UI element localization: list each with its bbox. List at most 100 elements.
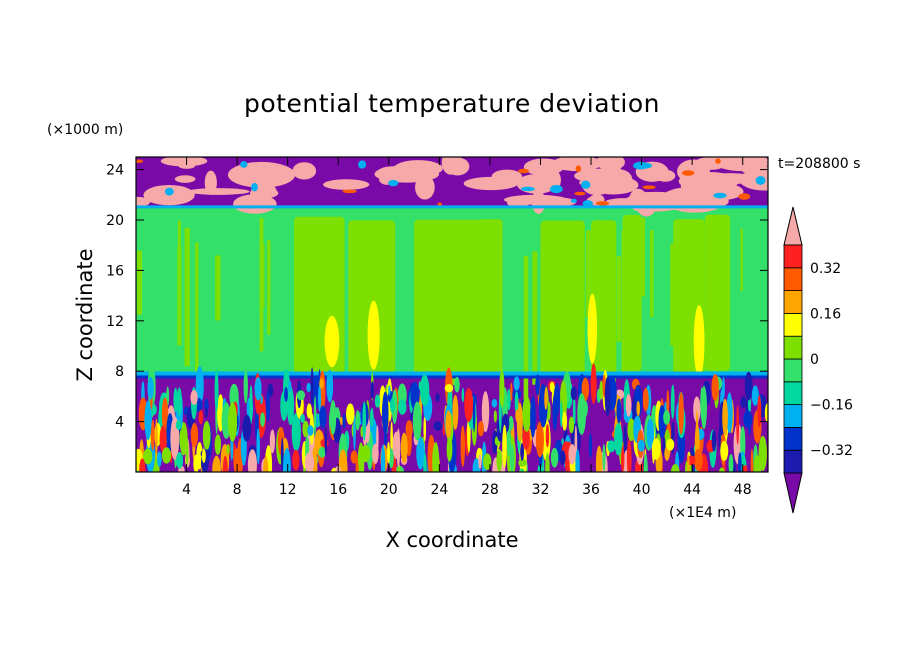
field-core — [587, 293, 598, 364]
field-turbulence — [263, 456, 269, 472]
field-turbulence — [625, 393, 632, 417]
field-turbulence — [636, 401, 641, 417]
x-tick-label: 24 — [430, 482, 448, 498]
field-turbulence — [664, 446, 670, 461]
field-turbulence — [764, 403, 768, 423]
field-turbulence — [144, 400, 152, 441]
field-turbulence — [577, 393, 587, 435]
field-turbulence — [260, 412, 265, 427]
field-patch — [507, 198, 530, 208]
field-turbulence — [204, 398, 209, 412]
field-turbulence — [514, 391, 519, 414]
field-turbulence — [176, 452, 184, 469]
x-tick-label: 48 — [734, 482, 752, 498]
field-turbulence — [179, 422, 188, 456]
field-turbulence — [254, 377, 262, 401]
field-column — [215, 255, 221, 321]
field-turbulence — [433, 421, 443, 431]
x-tick-label: 12 — [279, 482, 297, 498]
field-turbulence — [302, 420, 309, 438]
colorbar-swatch — [783, 449, 803, 474]
field-turbulence — [226, 444, 230, 455]
field-turbulence — [382, 391, 389, 435]
colorbar-swatch — [783, 404, 803, 428]
field-turbulence — [201, 448, 206, 464]
field-turbulence — [508, 415, 514, 431]
field-turbulence — [621, 445, 625, 472]
field-patch — [174, 175, 196, 183]
field-patch — [164, 187, 174, 196]
field-turbulence — [173, 387, 178, 413]
field-column — [650, 230, 654, 318]
field-patch — [552, 157, 603, 172]
field-turbulence — [339, 416, 343, 426]
field-turbulence — [513, 376, 520, 391]
field-column — [184, 227, 190, 367]
field-turbulence — [535, 374, 540, 396]
field-turbulence — [535, 421, 544, 458]
field-turbulence — [445, 410, 452, 439]
field-column — [177, 220, 181, 312]
colorbar-tick-label: −0.16 — [810, 398, 853, 414]
field-turbulence — [420, 374, 430, 407]
field-turbulence — [283, 448, 291, 472]
field-turbulence — [280, 437, 284, 472]
field-turbulence — [288, 380, 292, 393]
field-column — [621, 230, 625, 372]
field-turbulence — [228, 402, 238, 442]
x-tick-label: 20 — [380, 482, 398, 498]
field-turbulence — [736, 405, 740, 445]
field-turbulence — [553, 382, 561, 416]
field-turbulence — [150, 419, 155, 451]
field-turbulence — [346, 403, 355, 425]
field-turbulence — [461, 387, 465, 403]
field-patch — [549, 184, 563, 194]
field-turbulence — [481, 391, 490, 433]
x-tick-label: 40 — [633, 482, 651, 498]
field-turbulence — [627, 418, 636, 442]
field-turbulence — [435, 392, 440, 403]
field-turbulence — [678, 392, 684, 435]
colorbar-swatch — [783, 290, 803, 314]
field-turbulence — [300, 414, 305, 423]
field-turbulence — [319, 378, 324, 389]
field-boundary-line — [136, 205, 768, 209]
field-turbulence — [545, 452, 550, 472]
plot-frame — [135, 156, 769, 473]
field-turbulence — [560, 400, 563, 428]
field-turbulence — [176, 387, 182, 416]
field-boundary-line — [136, 371, 768, 376]
field-turbulence — [522, 396, 532, 432]
chart-title: potential temperature deviation — [244, 89, 660, 118]
field-turbulence — [722, 376, 725, 399]
field-turbulence — [506, 388, 511, 411]
field-patch — [574, 168, 627, 184]
field-turbulence — [292, 449, 300, 471]
field-turbulence — [568, 416, 575, 434]
field-patch — [637, 162, 653, 169]
field-turbulence — [355, 410, 360, 431]
field-turbulence — [549, 381, 555, 393]
y-tick-label: 20 — [106, 213, 124, 229]
y-tick-label: 4 — [115, 415, 124, 431]
x-tick-label: 32 — [532, 482, 550, 498]
field-turbulence — [588, 433, 593, 459]
field-patch — [251, 182, 258, 192]
field-patch — [680, 176, 713, 196]
field-patch — [715, 158, 721, 164]
field-column — [267, 239, 271, 335]
x-axis-label: X coordinate — [385, 528, 518, 552]
field-turbulence — [284, 387, 288, 402]
colorbar: 0.32 0.16 0 −0.16 −0.32 — [783, 206, 853, 514]
field-turbulence — [159, 425, 167, 453]
field-turbulence — [190, 422, 199, 448]
field-turbulence — [198, 410, 204, 425]
field-turbulence — [143, 448, 153, 465]
colorbar-tick-label: 0.16 — [810, 306, 841, 322]
field-turbulence — [418, 381, 422, 391]
field-turbulence — [670, 384, 675, 420]
field-turbulence — [496, 448, 503, 472]
field-turbulence — [432, 442, 440, 472]
field-turbulence — [460, 425, 466, 467]
field-turbulence — [318, 384, 322, 412]
